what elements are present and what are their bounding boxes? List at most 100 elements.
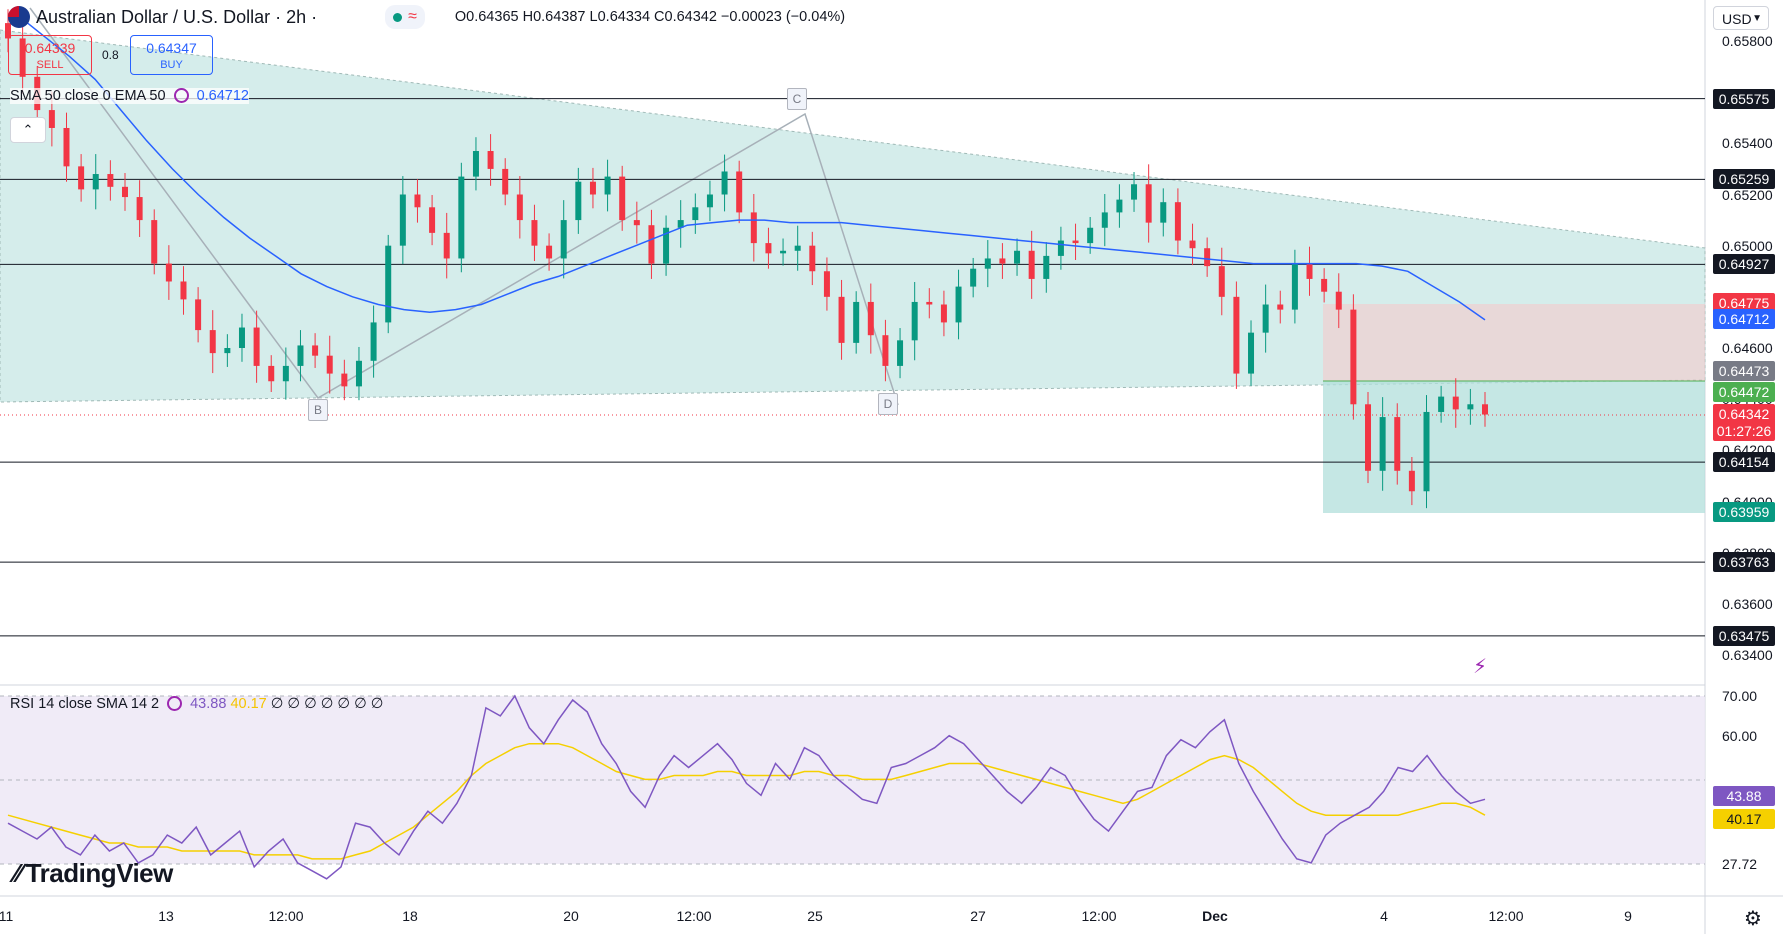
candle-body[interactable] (809, 245, 816, 272)
candle-body[interactable] (1204, 248, 1211, 267)
tradingview-logo[interactable]: ⁄⁄ TradingView (14, 858, 173, 889)
candle-body[interactable] (531, 220, 538, 246)
price-tag[interactable]: 0.64473 (1713, 361, 1775, 382)
candle-body[interactable] (1452, 396, 1459, 410)
candle-body[interactable] (692, 207, 699, 221)
candle-body[interactable] (1438, 396, 1445, 412)
position-stop-zone[interactable] (1323, 304, 1705, 381)
candle-body[interactable] (1131, 184, 1138, 200)
candle-body[interactable] (1350, 309, 1357, 405)
price-tag[interactable]: 0.64342 (1713, 404, 1775, 424)
candle-body[interactable] (955, 286, 962, 323)
candle-body[interactable] (663, 227, 670, 264)
currency-selector[interactable]: USD ▼ (1713, 6, 1769, 30)
candle-body[interactable] (326, 355, 333, 374)
candle-body[interactable] (195, 299, 202, 331)
candle-body[interactable] (853, 301, 860, 343)
candle-body[interactable] (897, 340, 904, 366)
candle-body[interactable] (1277, 304, 1284, 310)
candle-body[interactable] (136, 197, 143, 221)
candle-body[interactable] (1057, 240, 1064, 256)
candle-body[interactable] (180, 281, 187, 300)
candle-body[interactable] (1160, 202, 1167, 223)
candle-body[interactable] (502, 168, 509, 195)
candle-body[interactable] (121, 186, 128, 198)
candle-body[interactable] (838, 296, 845, 343)
candle-body[interactable] (1423, 411, 1430, 492)
level-price-tag[interactable]: 0.63475 (1713, 625, 1775, 646)
candle-body[interactable] (370, 322, 377, 361)
candle-body[interactable] (1101, 212, 1108, 228)
candle-body[interactable] (999, 258, 1006, 264)
level-price-tag[interactable]: 0.65259 (1713, 169, 1775, 190)
rsi-sma-line[interactable] (7, 742, 1486, 860)
level-price-tag[interactable]: 0.63763 (1713, 552, 1775, 573)
candle-body[interactable] (984, 258, 991, 269)
candle-body[interactable] (487, 151, 494, 169)
candle-body[interactable] (677, 220, 684, 228)
candle-body[interactable] (209, 330, 216, 354)
candle-body[interactable] (63, 127, 70, 167)
candle-body[interactable] (165, 263, 172, 282)
candle-body[interactable] (721, 171, 728, 195)
candle-body[interactable] (765, 243, 772, 254)
symbol-title[interactable]: Australian Dollar / U.S. Dollar · 2h · (36, 6, 318, 27)
candle-body[interactable] (282, 365, 289, 382)
candle-body[interactable] (516, 194, 523, 221)
candle-body[interactable] (1482, 404, 1488, 415)
candle-body[interactable] (5, 23, 11, 39)
candle-body[interactable] (911, 301, 918, 341)
candle-body[interactable] (458, 176, 465, 259)
candle-body[interactable] (443, 232, 450, 259)
refresh-icon[interactable] (173, 88, 189, 103)
position-target-zone[interactable] (1323, 381, 1705, 513)
price-tag[interactable]: 0.63959 (1713, 501, 1775, 522)
candle-body[interactable] (224, 348, 231, 354)
candle-body[interactable] (107, 174, 114, 187)
candle-body[interactable] (429, 207, 436, 233)
pattern-point-b[interactable]: B (308, 399, 328, 421)
refresh-icon[interactable] (167, 696, 183, 711)
ema-50-line[interactable] (17, 14, 1486, 321)
candle-body[interactable] (867, 301, 874, 336)
candle-body[interactable] (1233, 296, 1240, 374)
candle-body[interactable] (1408, 470, 1415, 492)
candle-body[interactable] (253, 327, 260, 366)
candle-body[interactable] (1174, 202, 1181, 241)
candle-body[interactable] (823, 271, 830, 297)
candle-body[interactable] (1072, 240, 1079, 244)
candle-body[interactable] (1087, 227, 1094, 244)
candle-body[interactable] (341, 373, 348, 387)
candle-body[interactable] (78, 166, 85, 190)
candle-body[interactable] (1394, 417, 1401, 471)
candle-body[interactable] (385, 245, 392, 323)
candle-body[interactable] (297, 345, 304, 366)
candle-body[interactable] (1028, 250, 1035, 279)
level-price-tag[interactable]: 0.64927 (1713, 254, 1775, 275)
candle-body[interactable] (589, 181, 596, 195)
candle-body[interactable] (1189, 240, 1196, 249)
rsi-value-tag[interactable]: 40.17 (1713, 808, 1775, 829)
candle-body[interactable] (882, 335, 889, 366)
candle-body[interactable] (1379, 417, 1386, 471)
candle-body[interactable] (1043, 255, 1050, 279)
candle-body[interactable] (19, 38, 26, 77)
candle-body[interactable] (633, 220, 640, 226)
candle-body[interactable] (238, 327, 245, 348)
candle-body[interactable] (560, 220, 567, 259)
rsi-line[interactable] (7, 694, 1486, 880)
candle-body[interactable] (414, 194, 421, 208)
candle-body[interactable] (268, 365, 275, 382)
rsi-value-tag[interactable]: 43.88 (1713, 785, 1775, 806)
candle-body[interactable] (1335, 291, 1342, 310)
candle-body[interactable] (48, 110, 55, 128)
candle-body[interactable] (546, 245, 553, 259)
candle-body[interactable] (1467, 404, 1474, 410)
sell-button[interactable]: 0.64339 SELL (8, 35, 92, 75)
candle-body[interactable] (706, 194, 713, 208)
level-price-tag[interactable]: 0.64154 (1713, 452, 1775, 473)
candle-body[interactable] (750, 212, 757, 244)
candle-body[interactable] (926, 301, 933, 305)
